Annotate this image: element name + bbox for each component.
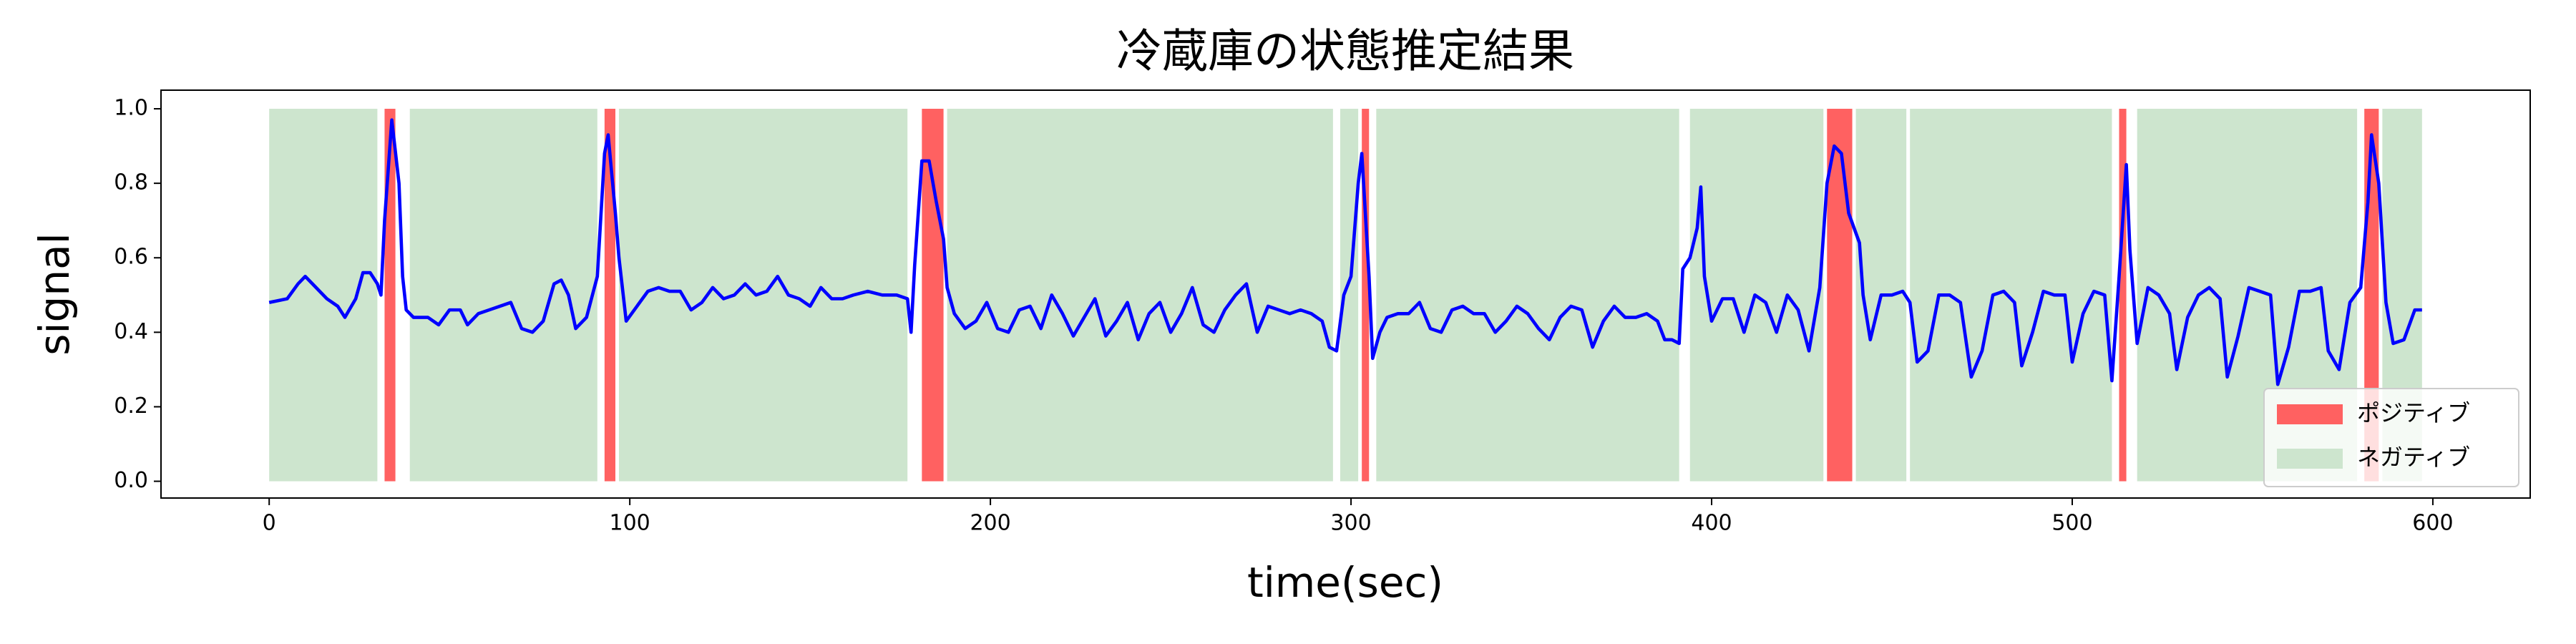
signal-line	[268, 118, 2422, 386]
legend-swatch	[2277, 404, 2343, 424]
x-axis-label: time(sec)	[1247, 558, 1443, 607]
span	[604, 109, 615, 482]
span	[2119, 109, 2127, 482]
y-tick-label: 0.0	[114, 468, 148, 493]
span	[1362, 109, 1370, 482]
span	[922, 109, 944, 482]
x-tick-label: 600	[2412, 511, 2453, 536]
legend-label: ポジティブ	[2357, 399, 2470, 426]
y-tick-label: 0.6	[114, 245, 148, 270]
span	[1376, 109, 1679, 482]
x-tick-label: 500	[2051, 511, 2092, 536]
x-tick-label: 100	[610, 511, 650, 536]
y-tick-label: 0.8	[114, 170, 148, 195]
span	[409, 109, 597, 482]
x-tick-label: 0	[263, 511, 276, 536]
legend-swatch	[2277, 449, 2343, 469]
x-tick-label: 200	[970, 511, 1010, 536]
span	[1827, 109, 1853, 482]
y-axis-label: signal	[30, 233, 79, 356]
span	[619, 109, 908, 482]
span	[947, 109, 1333, 482]
y-tick-label: 1.0	[114, 96, 148, 121]
x-tick-label: 400	[1691, 511, 1732, 536]
legend-label: ネガティブ	[2357, 444, 2470, 471]
x-tick-label: 300	[1330, 511, 1371, 536]
chart-title: 冷蔵庫の状態推定結果	[1116, 26, 1574, 79]
y-tick-label: 0.2	[114, 394, 148, 419]
y-tick-label: 0.4	[114, 319, 148, 344]
plot-frame	[160, 89, 2531, 499]
